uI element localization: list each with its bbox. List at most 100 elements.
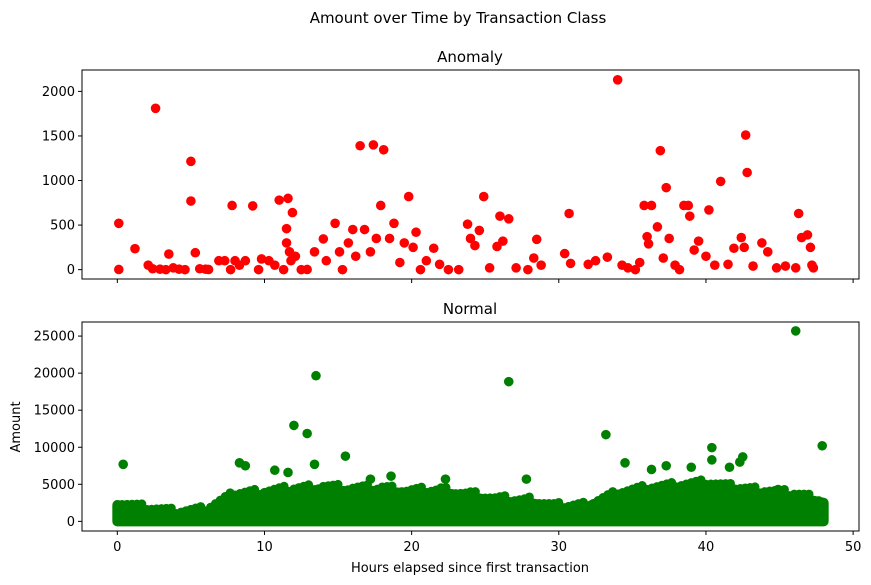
data-point bbox=[190, 247, 201, 258]
data-point bbox=[318, 234, 329, 244]
data-point bbox=[334, 247, 345, 257]
data-point bbox=[683, 200, 694, 211]
data-point bbox=[281, 238, 292, 248]
data-point bbox=[707, 455, 717, 465]
normal-panel: Normal 0 5000 10000 15000 20000 25000 0 10 20 30 4… bbox=[9, 300, 861, 555]
data-point bbox=[411, 227, 421, 238]
data-point bbox=[523, 264, 533, 275]
data-point bbox=[646, 200, 657, 211]
data-point bbox=[443, 264, 454, 275]
figure-suptitle: Amount over Time by Transaction Class bbox=[310, 9, 607, 27]
data-point bbox=[620, 458, 630, 468]
data-point bbox=[724, 462, 735, 473]
anomaly-panel: Anomaly 0 500 1000 1500 2000 bbox=[42, 48, 860, 283]
y-tick-label: 25000 bbox=[34, 330, 75, 345]
x-tick-label: 20 bbox=[403, 540, 420, 555]
data-point bbox=[484, 263, 495, 273]
data-point bbox=[161, 264, 171, 275]
data-point bbox=[704, 205, 714, 215]
data-point bbox=[113, 264, 124, 275]
data-point bbox=[564, 208, 574, 219]
y-tick-label: 0 bbox=[67, 263, 75, 278]
data-point bbox=[528, 253, 539, 263]
data-point bbox=[130, 243, 140, 254]
data-point bbox=[684, 211, 695, 221]
data-point bbox=[180, 264, 190, 275]
y-tick-label: 2000 bbox=[42, 85, 75, 100]
data-point bbox=[365, 247, 376, 257]
anomaly-axes-frame bbox=[81, 69, 860, 280]
data-point bbox=[440, 474, 451, 484]
anomaly-points bbox=[113, 75, 819, 275]
data-point bbox=[470, 487, 480, 497]
data-point bbox=[495, 211, 505, 221]
data-point bbox=[503, 214, 514, 224]
data-point bbox=[408, 242, 418, 253]
normal-points bbox=[118, 326, 828, 495]
data-point bbox=[661, 182, 672, 193]
data-point bbox=[634, 257, 645, 268]
data-point bbox=[395, 257, 405, 268]
x-tick-label: 50 bbox=[845, 540, 862, 555]
data-point bbox=[359, 224, 370, 235]
data-point bbox=[384, 233, 395, 244]
data-point bbox=[474, 225, 485, 236]
data-point bbox=[630, 264, 641, 275]
y-tick-label: 0 bbox=[67, 515, 75, 530]
y-tick-label: 5000 bbox=[42, 478, 75, 493]
data-point bbox=[368, 140, 379, 150]
x-tick-label: 30 bbox=[551, 540, 568, 555]
data-point bbox=[536, 260, 546, 270]
data-point bbox=[256, 254, 267, 264]
data-point bbox=[269, 465, 280, 476]
data-point bbox=[740, 130, 751, 140]
data-point bbox=[583, 259, 594, 270]
data-point bbox=[309, 459, 320, 470]
data-point bbox=[652, 222, 663, 232]
data-point bbox=[340, 451, 351, 461]
data-point bbox=[601, 429, 611, 440]
data-point bbox=[365, 474, 376, 484]
data-point bbox=[227, 200, 237, 211]
data-point bbox=[283, 467, 293, 478]
data-point bbox=[399, 238, 410, 248]
data-point bbox=[748, 261, 758, 271]
data-point bbox=[302, 264, 312, 275]
data-point bbox=[742, 167, 752, 178]
data-point bbox=[434, 259, 445, 270]
data-point bbox=[737, 452, 748, 462]
data-point bbox=[321, 255, 332, 266]
data-point bbox=[521, 474, 532, 484]
data-point bbox=[421, 255, 432, 266]
data-point bbox=[655, 145, 666, 156]
data-point bbox=[805, 242, 816, 253]
data-point bbox=[302, 428, 312, 439]
data-point bbox=[219, 255, 230, 266]
data-point bbox=[658, 253, 669, 263]
data-point bbox=[462, 219, 473, 229]
data-point bbox=[623, 263, 633, 273]
data-point bbox=[311, 370, 321, 381]
data-point bbox=[309, 247, 320, 257]
y-tick-label: 1500 bbox=[42, 129, 75, 144]
data-point bbox=[642, 231, 652, 242]
data-point bbox=[278, 264, 289, 275]
x-tick-label: 40 bbox=[698, 540, 715, 555]
data-point bbox=[736, 232, 747, 243]
data-point bbox=[283, 193, 293, 204]
data-point bbox=[290, 251, 301, 262]
normal-axes-frame bbox=[81, 321, 860, 532]
data-point bbox=[802, 230, 813, 240]
data-point bbox=[343, 238, 354, 248]
data-point bbox=[186, 156, 196, 167]
data-point bbox=[240, 255, 251, 266]
data-point bbox=[565, 258, 576, 269]
data-point bbox=[808, 263, 819, 273]
x-axis-label: Hours elapsed since first transaction bbox=[351, 561, 589, 576]
data-point bbox=[330, 218, 340, 229]
data-point bbox=[531, 234, 542, 245]
data-point bbox=[693, 236, 704, 246]
data-point bbox=[203, 264, 214, 275]
data-point bbox=[511, 263, 521, 273]
x-tick-label: 10 bbox=[256, 540, 273, 555]
